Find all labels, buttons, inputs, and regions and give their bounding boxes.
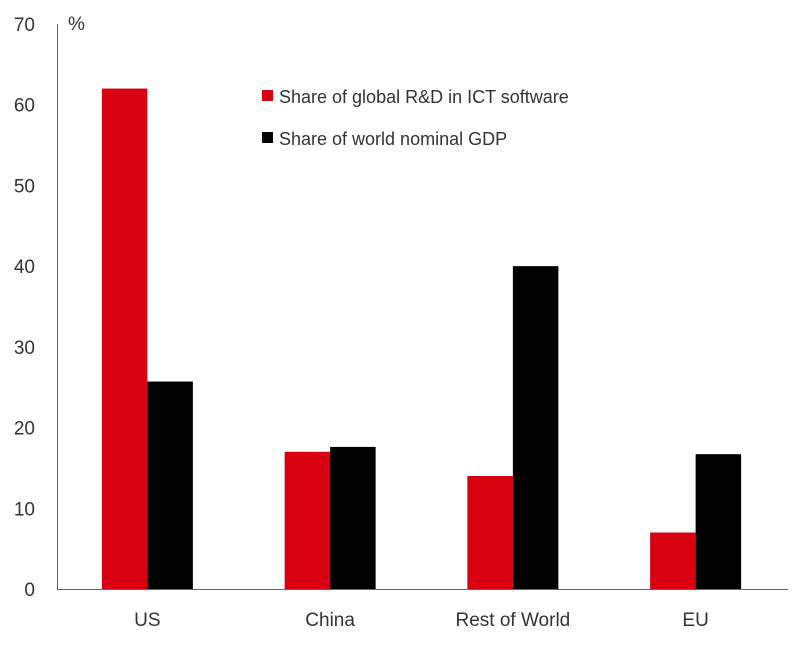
x-tick-label: EU [682, 610, 708, 631]
legend-swatch-gdp [262, 132, 273, 143]
bar-rd-rest-of-world [467, 476, 513, 589]
bar-rd-eu [650, 532, 696, 589]
y-tick-label: 30 [14, 338, 35, 359]
y-tick-label: 0 [24, 580, 35, 601]
legend-label-rd: Share of global R&D in ICT software [279, 87, 569, 107]
legend-label-gdp: Share of world nominal GDP [279, 129, 507, 149]
legend: Share of global R&D in ICT software Shar… [262, 87, 569, 149]
y-tick-label: 20 [14, 419, 35, 440]
y-axis-ticks: 0 10 20 30 40 50 60 70 [14, 15, 35, 601]
y-tick-label: 70 [14, 15, 35, 36]
y-tick-label: 10 [14, 499, 35, 520]
x-axis-ticks: US China Rest of World EU [134, 610, 709, 631]
y-axis-unit-label: % [68, 14, 85, 35]
x-tick-label: China [305, 610, 355, 631]
bar-gdp-rest-of-world [512, 266, 559, 589]
bar-gdp-us [147, 381, 193, 589]
x-tick-label: Rest of World [456, 610, 571, 631]
y-tick-label: 40 [14, 257, 35, 278]
x-tick-label: US [134, 610, 160, 631]
bar-rd-us [101, 88, 148, 590]
y-tick-label: 50 [14, 176, 35, 197]
legend-swatch-rd [262, 90, 273, 101]
bar-gdp-eu [695, 454, 742, 589]
y-tick-label: 60 [14, 96, 35, 117]
bar-gdp-china [330, 446, 376, 589]
bars [101, 88, 742, 590]
bar-rd-china [284, 451, 331, 589]
